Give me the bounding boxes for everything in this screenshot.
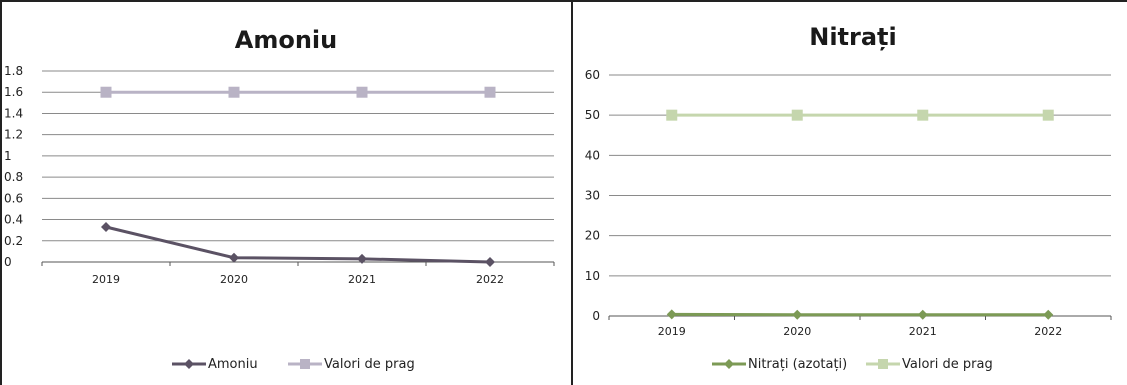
- data-point: [356, 86, 368, 98]
- x-tick-label: 2019: [658, 325, 686, 338]
- y-tick-label: 30: [585, 189, 600, 203]
- y-tick-label: 0: [592, 309, 600, 323]
- y-tick-label: 0: [4, 255, 12, 269]
- data-point: [485, 257, 495, 267]
- data-point: [101, 221, 111, 232]
- x-tick-label: 2020: [220, 273, 248, 286]
- y-tick-label: 0.2: [4, 234, 23, 248]
- legend-label: Valori de prag: [324, 357, 415, 372]
- legend-marker: [300, 359, 310, 369]
- data-point: [229, 252, 239, 263]
- y-tick-label: 40: [585, 148, 600, 162]
- data-point: [1042, 109, 1054, 121]
- x-tick-label: 2021: [909, 325, 937, 338]
- panel-left-border: [0, 0, 2, 385]
- chart-title: Nitrați: [809, 23, 897, 51]
- data-point: [666, 109, 678, 121]
- chart-0: Amoniu 0 0.2 0.4 0.6 0.8 1 1.2 1.4 1.6 1.8 2019 2020…: [4, 26, 555, 372]
- data-point: [791, 109, 803, 121]
- y-tick-label: 50: [585, 108, 600, 122]
- y-tick-label: 1.2: [4, 128, 23, 142]
- legend-label: Valori de prag: [902, 357, 993, 372]
- legend-label: Amoniu: [208, 357, 258, 372]
- y-tick-label: 20: [585, 229, 600, 243]
- x-tick-label: 2021: [348, 273, 376, 286]
- y-tick-label: 1.6: [4, 85, 23, 99]
- panel-divider: [571, 0, 573, 385]
- y-tick-label: 0.8: [4, 170, 23, 184]
- chart-title: Amoniu: [235, 26, 337, 54]
- data-point: [666, 309, 677, 320]
- data-point: [100, 86, 112, 98]
- legend-marker: [724, 359, 734, 369]
- x-tick-label: 2022: [1034, 325, 1062, 338]
- data-point: [792, 309, 803, 320]
- data-point: [917, 309, 928, 320]
- y-tick-label: 1.4: [4, 106, 23, 120]
- series-line: [105, 225, 491, 264]
- data-point: [917, 109, 929, 121]
- legend-label: Nitrați (azotați): [748, 357, 847, 372]
- data-point: [357, 253, 367, 264]
- data-point: [1043, 309, 1054, 320]
- x-tick-label: 2020: [783, 325, 811, 338]
- y-tick-label: 0.4: [4, 213, 23, 227]
- x-tick-label: 2019: [92, 273, 120, 286]
- chart-1: Nitrați 0 10 20 30 40 50 60 2019 2020 2021 2022 Nitr…: [585, 23, 1112, 372]
- y-tick-label: 0.6: [4, 191, 23, 205]
- data-point: [484, 86, 496, 98]
- legend-marker: [184, 359, 194, 369]
- y-tick-label: 60: [585, 68, 600, 82]
- y-tick-label: 1.8: [4, 64, 23, 78]
- y-tick-label: 1: [4, 149, 12, 163]
- legend-marker: [878, 359, 888, 369]
- y-tick-label: 10: [585, 269, 600, 283]
- data-point: [228, 86, 240, 98]
- x-tick-label: 2022: [476, 273, 504, 286]
